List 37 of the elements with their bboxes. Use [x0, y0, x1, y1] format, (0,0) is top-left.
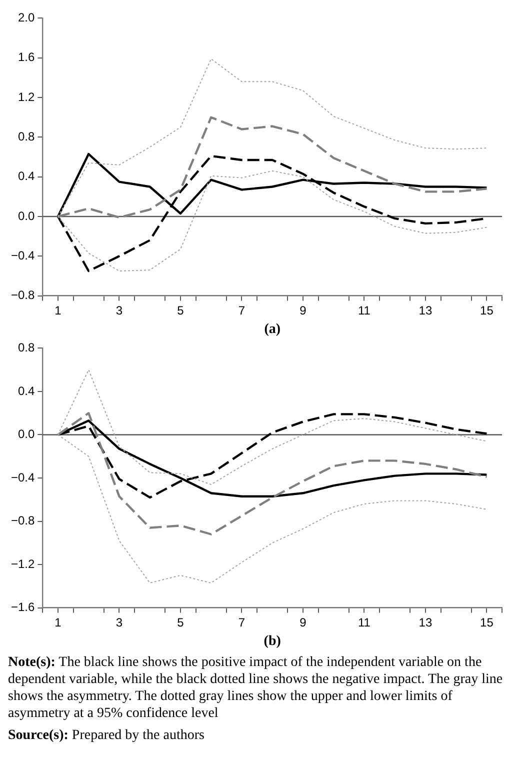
y-tick-label: −1.6 [10, 600, 35, 614]
x-tick-label: 9 [300, 303, 307, 318]
line-series [56, 116, 488, 219]
x-tick-label: 11 [358, 303, 371, 318]
y-tick-label: −1.2 [10, 556, 35, 571]
x-tick-label: 3 [116, 303, 123, 318]
y-tick-label: 0.4 [18, 384, 36, 398]
source-note: Source(s): Prepared by the authors [8, 728, 204, 743]
x-tick-label: 15 [480, 303, 494, 318]
x-tick-label: 7 [238, 615, 246, 630]
y-tick-label: −0.4 [10, 470, 35, 484]
line-series [56, 412, 488, 536]
y-tick-label: 0.4 [18, 169, 36, 184]
x-axis-title: (b) [264, 634, 282, 650]
x-tick-label: 11 [358, 615, 371, 630]
y-tick-label: −0.4 [10, 248, 35, 262]
x-tick-label: 7 [238, 303, 246, 318]
x-tick-label: 1 [54, 303, 62, 318]
x-tick-label: 3 [116, 615, 123, 630]
x-tick-label: 15 [480, 615, 494, 630]
y-tick-label: 1.6 [18, 50, 36, 64]
y-tick-label: −0.8 [10, 514, 35, 528]
x-tick-label: 9 [300, 615, 307, 630]
x-axis-title: (a) [264, 322, 281, 338]
y-tick-label: −0.8 [10, 288, 35, 302]
y-tick-label: 0.0 [18, 208, 36, 223]
y-tick-label: 0.8 [18, 340, 36, 355]
text: Note(s): The black line shows the positive impact of the independent variable on the dependent variable, while the black dotted line shows the negative impact. The gray line shows the asymmetry. The dotted gray lines show the upper and lower limits of asymmetry at a 95% confidence level [8, 655, 503, 721]
y-tick-label: 2.0 [18, 10, 36, 25]
y-tick-label: 0.8 [18, 129, 36, 144]
x-tick-label: 1 [54, 615, 62, 630]
x-tick-label: 13 [418, 303, 432, 318]
x-tick-label: 13 [418, 615, 432, 630]
y-tick-label: 0.0 [18, 427, 36, 442]
x-tick-label: 5 [177, 615, 184, 630]
y-tick-label: 1.2 [18, 90, 36, 104]
x-tick-label: 5 [177, 303, 184, 318]
